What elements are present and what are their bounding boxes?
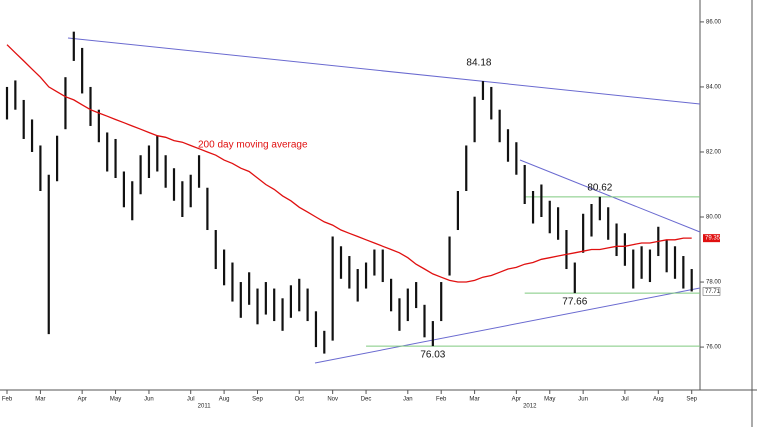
x-tick-label: May	[544, 397, 555, 403]
price-box-label: 79.35	[705, 236, 721, 242]
peak-label: 84.18	[466, 58, 491, 69]
x-tick-label: Mar	[35, 397, 45, 403]
y-tick-label: 80.00	[706, 215, 722, 221]
moving-average-line	[6, 44, 692, 283]
price-box	[703, 234, 720, 243]
x-tick-label: Feb	[2, 397, 13, 403]
x-tick-label: Mar	[469, 397, 479, 403]
level-label: 77.66	[562, 297, 587, 308]
price-box	[702, 287, 721, 296]
trendline	[314, 287, 701, 364]
y-tick-label: 76.00	[706, 345, 722, 351]
price-box-label: 77.71	[705, 289, 721, 295]
level-label: 76.03	[420, 350, 445, 361]
x-tick-label: Sep	[252, 397, 263, 403]
x-tick-label: May	[110, 397, 121, 403]
year-label: 2012	[523, 404, 537, 410]
y-tick-label: 84.00	[706, 85, 722, 91]
x-tick-label: Aug	[653, 397, 664, 403]
trendline	[519, 159, 701, 233]
y-tick-label: 86.00	[706, 19, 722, 25]
x-tick-label: Apr	[512, 397, 521, 403]
level-label: 80.62	[587, 182, 612, 193]
x-tick-label: Sep	[686, 397, 697, 403]
y-tick-label: 78.00	[706, 280, 722, 286]
trendline	[67, 37, 701, 105]
series-label: 200 day moving average	[198, 140, 308, 151]
x-tick-label: Jun	[578, 397, 588, 403]
x-tick-label: Jun	[144, 397, 154, 403]
x-tick-label: Oct	[295, 397, 305, 403]
year-label: 2011	[198, 404, 212, 410]
x-tick-label: Jan	[403, 397, 413, 403]
x-tick-label: Jul	[621, 397, 629, 403]
x-tick-label: Apr	[77, 397, 86, 403]
x-tick-label: Nov	[327, 397, 338, 403]
y-tick-label: 82.00	[706, 150, 722, 156]
x-tick-label: Feb	[436, 397, 447, 403]
x-tick-label: Jul	[187, 397, 195, 403]
x-tick-label: Dec	[361, 397, 372, 403]
x-tick-label: Aug	[219, 397, 230, 403]
